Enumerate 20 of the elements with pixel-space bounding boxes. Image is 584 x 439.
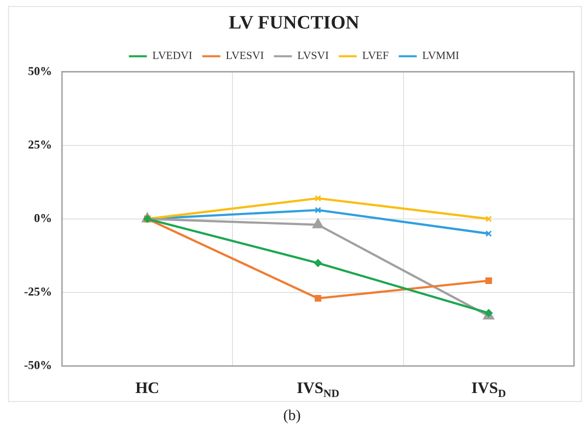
- legend-label: LVEDVI: [152, 50, 193, 62]
- y-tick-label: -25%: [24, 284, 52, 299]
- legend-label: LVESVI: [226, 50, 264, 62]
- point: [485, 277, 492, 284]
- y-tick-label: 50%: [28, 64, 52, 78]
- point: [314, 195, 322, 202]
- text: (b): [282, 408, 302, 425]
- legend-label: LVEF: [362, 50, 389, 62]
- y-tick-label: -50%: [24, 358, 52, 372]
- chart-title: LV FUNCTION: [228, 12, 360, 34]
- legend-label: LVSVI: [297, 50, 330, 62]
- y-tick-label: 25%: [28, 137, 52, 152]
- point: [314, 206, 322, 214]
- point: [314, 259, 322, 268]
- x-tick-label: HC: [135, 380, 160, 397]
- point: [314, 295, 322, 302]
- y-tick-label: 0%: [34, 210, 52, 225]
- point: [485, 230, 492, 237]
- legend-label: LVMMI: [422, 50, 460, 62]
- point: [485, 216, 492, 222]
